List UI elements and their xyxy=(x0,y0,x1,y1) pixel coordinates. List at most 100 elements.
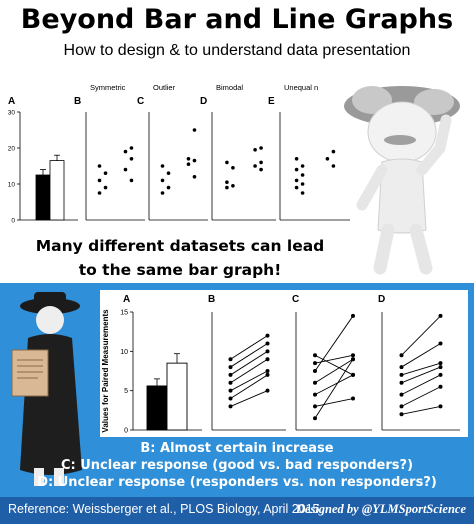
data-point xyxy=(438,313,443,318)
data-point xyxy=(331,149,336,154)
data-point xyxy=(186,162,191,166)
data-point xyxy=(231,166,235,170)
data-point xyxy=(438,372,443,377)
data-point xyxy=(123,167,128,172)
data-point xyxy=(192,158,197,163)
data-point xyxy=(129,178,134,183)
paired-line xyxy=(230,390,268,407)
data-point xyxy=(438,361,443,366)
panel-letter: A xyxy=(123,294,130,305)
paired-line xyxy=(314,315,354,372)
panel-letter: D xyxy=(378,294,385,305)
figure-head xyxy=(367,101,437,163)
data-point xyxy=(265,357,270,362)
credit-text: Designed by @YLMSportScience xyxy=(295,502,466,516)
data-point xyxy=(259,167,263,172)
data-point xyxy=(253,148,257,152)
finding-line: C: Unclear response (good vs. bad respon… xyxy=(60,458,414,473)
data-point xyxy=(259,146,263,150)
data-point xyxy=(265,341,270,346)
data-point xyxy=(160,178,165,183)
paired-line xyxy=(230,343,268,368)
paired-line xyxy=(230,358,268,384)
data-point xyxy=(351,353,355,358)
panel-letter: E xyxy=(268,96,275,107)
data-point xyxy=(129,157,134,161)
top-caption-line: Many different datasets can lead xyxy=(35,237,325,255)
findings-text: B: Almost certain increase C: Unclear re… xyxy=(0,440,474,491)
y-tick-label: 20 xyxy=(8,146,16,153)
data-point xyxy=(225,160,229,165)
bar xyxy=(146,385,168,431)
data-point xyxy=(294,167,299,172)
bar xyxy=(35,174,51,221)
finding-line: B: Almost certain increase xyxy=(140,441,334,456)
data-point xyxy=(325,157,330,161)
data-point xyxy=(399,372,404,377)
footer-bar: Reference: Weissberger et al., PLOS Biol… xyxy=(0,497,474,524)
data-point xyxy=(225,185,229,190)
bottom-chart: Values for Paired Measurements A 0 5 10 15 B C D xyxy=(101,294,460,435)
paired-line xyxy=(314,398,354,407)
page-subtitle: How to design & to understand data prese… xyxy=(63,42,411,59)
data-point xyxy=(103,185,108,190)
panel-letter: B xyxy=(208,294,215,305)
top-caption-line: to the same bar graph! xyxy=(78,261,282,279)
data-point xyxy=(313,416,317,421)
bottom-chart-panel: Values for Paired Measurements A 0 5 10 15 B C D xyxy=(100,290,468,437)
paired-line xyxy=(230,350,268,376)
page-title: Beyond Bar and Line Graphs xyxy=(20,4,454,35)
data-point xyxy=(351,372,355,377)
data-point xyxy=(399,392,404,397)
paired-line xyxy=(230,370,268,392)
paired-line xyxy=(314,374,354,395)
data-point xyxy=(313,369,317,373)
paired-line xyxy=(230,335,268,360)
figure-mustache xyxy=(384,135,416,145)
data-point xyxy=(399,404,404,409)
data-point xyxy=(438,404,443,409)
detective-figure-illustration xyxy=(11,292,82,486)
panel-title: Symmetric xyxy=(90,83,126,92)
data-point xyxy=(265,333,270,338)
panel-title: Unequal n xyxy=(284,83,318,92)
paired-line xyxy=(314,358,354,419)
reference-text: Reference: Weissberger et al., PLOS Biol… xyxy=(8,502,320,516)
figure-legs xyxy=(34,468,44,486)
panel-letter: B xyxy=(74,96,81,107)
data-point xyxy=(438,384,443,389)
top-chart: A 0 10 20 30 B Symmetric C Outlier D Bimodal E Unequ… xyxy=(8,83,350,225)
data-point xyxy=(259,160,263,165)
data-point xyxy=(351,357,355,362)
data-point xyxy=(186,157,191,161)
data-point xyxy=(265,372,270,377)
data-point xyxy=(192,128,197,132)
data-point xyxy=(225,180,229,184)
data-point xyxy=(351,396,355,401)
data-point xyxy=(192,175,197,179)
data-point xyxy=(313,404,317,409)
figure-arm xyxy=(356,164,388,211)
panel-letter: A xyxy=(8,96,15,107)
data-point xyxy=(300,173,305,177)
y-tick-label: 5 xyxy=(124,388,128,395)
figure-raised-arm xyxy=(416,114,452,176)
data-point xyxy=(399,380,404,385)
paired-line xyxy=(401,374,441,396)
data-point xyxy=(228,365,233,370)
data-point xyxy=(294,178,299,183)
data-point xyxy=(166,171,171,175)
data-point xyxy=(265,388,270,393)
panel-letter: C xyxy=(137,96,144,107)
document-prop xyxy=(11,349,49,397)
panel-letter: C xyxy=(292,294,299,305)
data-point xyxy=(313,380,317,385)
data-point xyxy=(300,164,305,168)
top-caption: Many different datasets can lead to the … xyxy=(0,234,360,282)
data-point xyxy=(166,185,171,190)
data-point xyxy=(294,157,299,161)
y-tick-label: 0 xyxy=(11,218,15,225)
data-point xyxy=(160,191,165,195)
panel-title: Outlier xyxy=(153,83,176,92)
bar xyxy=(49,160,65,221)
